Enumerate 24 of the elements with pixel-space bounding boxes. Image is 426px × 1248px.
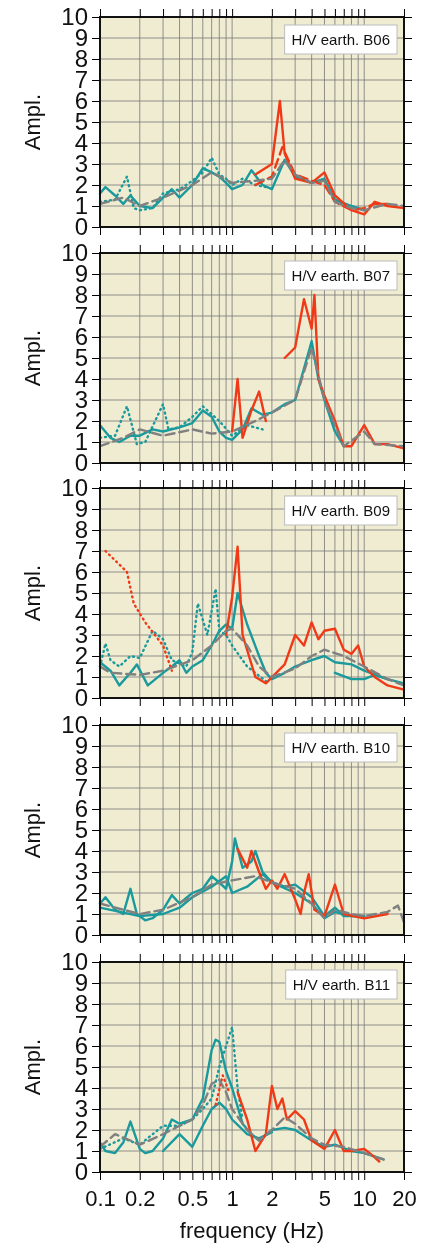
y-axis-title: Ampl. — [20, 564, 45, 622]
text: H/V earth. B11 — [292, 976, 390, 993]
text: H/V earth. B09 — [291, 502, 390, 519]
x-axis-title: frequency (Hz) — [179, 1218, 325, 1243]
text: H/V earth. B06 — [291, 31, 390, 48]
y-tick-label: 0 — [74, 213, 88, 241]
y-axis-title: Ampl. — [20, 329, 45, 387]
x-tick-label: 5 — [318, 1185, 332, 1211]
x-tick-label: 20 — [392, 1185, 417, 1211]
y-axis-title: Ampl. — [20, 801, 45, 859]
text: H/V earth. B07 — [291, 267, 390, 284]
x-tick-label: 2 — [266, 1185, 279, 1211]
x-tick-label: 0.5 — [177, 1185, 209, 1211]
y-tick-label: 0 — [74, 684, 88, 712]
x-tick-label: 1 — [226, 1185, 239, 1211]
y-axis-title: Ampl. — [20, 1038, 45, 1096]
y-tick-label: 0 — [74, 1158, 88, 1186]
y-tick-label: 0 — [74, 449, 88, 477]
y-tick-label: 0 — [74, 921, 88, 949]
x-tick-label: 10 — [352, 1185, 377, 1211]
text: H/V earth. B10 — [291, 739, 390, 756]
x-tick-label: 0.1 — [85, 1185, 116, 1211]
x-tick-label: 0.2 — [124, 1185, 156, 1211]
y-axis-title: Ampl. — [20, 93, 45, 151]
